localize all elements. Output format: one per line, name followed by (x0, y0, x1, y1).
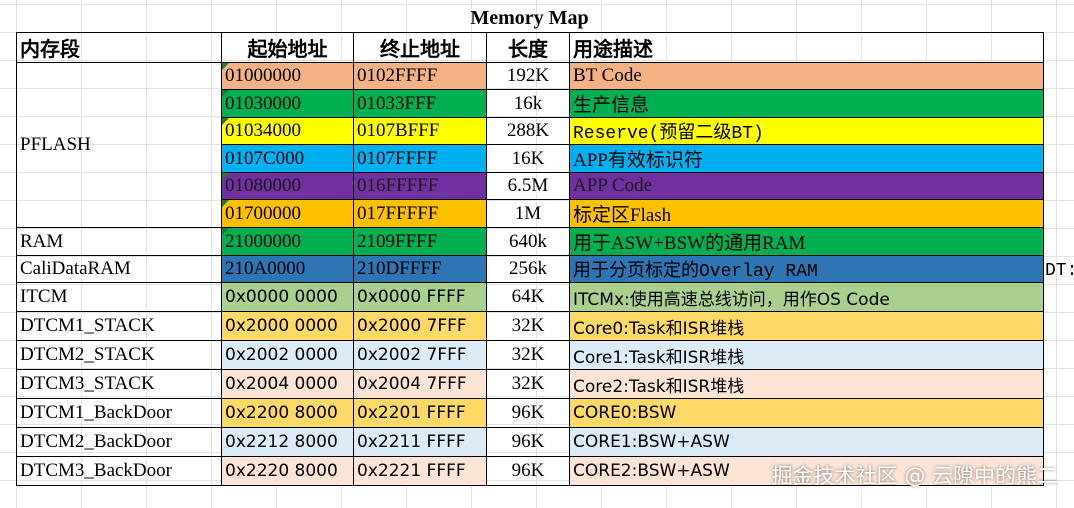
segment-cell[interactable]: DTCM2_STACK (16, 340, 222, 370)
length-cell[interactable]: 256k (486, 255, 570, 283)
start-address-cell[interactable]: 0x0000 0000 (221, 282, 354, 312)
description-cell[interactable]: APP有效标识符 (569, 144, 1044, 173)
description-cell[interactable]: CORE2:BSW+ASW (569, 456, 1044, 486)
description-cell[interactable]: 用于ASW+BSW的通用RAM (569, 227, 1044, 256)
description-cell[interactable]: CORE1:BSW+ASW (569, 427, 1044, 457)
length-cell[interactable]: 32K (486, 311, 570, 341)
description-cell[interactable]: APP Code (569, 172, 1044, 200)
end-address-cell[interactable]: 0x0000 FFFF (353, 282, 487, 312)
start-address-cell[interactable]: 01080000 (221, 172, 354, 200)
segment-cell-pflash[interactable]: PFLASH (16, 62, 222, 228)
description-cell[interactable]: CORE0:BSW (569, 398, 1044, 428)
end-address-cell[interactable]: 0102FFFF (353, 62, 487, 90)
header-segment[interactable]: 内存段 (16, 32, 222, 63)
description-cell[interactable]: Core1:Task和ISR堆栈 (569, 340, 1044, 370)
table-row: 01034000 0107BFFF 288K Reserve(预留二级BT) (17, 117, 1044, 145)
length-cell[interactable]: 1M (486, 199, 570, 228)
start-address-cell[interactable]: 0x2200 8000 (221, 398, 354, 428)
segment-cell[interactable]: ITCM (16, 282, 222, 312)
segment-cell[interactable]: DTCM1_STACK (16, 311, 222, 341)
end-address-cell[interactable]: 0x2221 FFFF (353, 456, 487, 486)
description-cell[interactable]: Reserve(预留二级BT) (569, 117, 1044, 145)
spreadsheet: Memory Map 内存段 起始地址 终止地址 长度 用途描述 PFLASH … (16, 4, 1074, 508)
length-cell[interactable]: 32K (486, 340, 570, 370)
description-cell[interactable]: 标定区Flash (569, 199, 1044, 228)
description-cell[interactable]: 生产信息 (569, 89, 1044, 118)
header-end-address[interactable]: 终止地址 (353, 32, 487, 63)
description-cell[interactable]: Core2:Task和ISR堆栈 (569, 369, 1044, 399)
length-cell[interactable]: 640k (486, 227, 570, 256)
table-row: 01080000 016FFFFF 6.5M APP Code (17, 172, 1044, 200)
start-address-cell[interactable]: 01700000 (221, 199, 354, 228)
length-cell[interactable]: 96K (486, 398, 570, 428)
table-row: DTCM2_STACK 0x2002 0000 0x2002 7FFF 32K … (16, 340, 1044, 370)
segment-cell[interactable]: DTCM1_BackDoor (16, 398, 222, 428)
end-address-cell[interactable]: 01033FFF (353, 89, 487, 118)
segment-cell[interactable]: RAM (16, 227, 222, 256)
start-address-cell[interactable]: 0x2212 8000 (221, 427, 354, 457)
length-cell[interactable]: 192K (486, 62, 570, 90)
end-address-cell[interactable]: 0107BFFF (353, 117, 487, 145)
length-cell[interactable]: 16k (486, 89, 570, 118)
end-address-cell[interactable]: 210DFFFF (353, 255, 487, 283)
start-address-cell[interactable]: 0x2004 0000 (221, 369, 354, 399)
table-row: DTCM2_BackDoor 0x2212 8000 0x2211 FFFF 9… (16, 427, 1044, 457)
table-row: 01700000 017FFFFF 1M 标定区Flash (17, 199, 1044, 228)
start-address-cell[interactable]: 0x2002 0000 (221, 340, 354, 370)
end-address-cell[interactable]: 0x2002 7FFF (353, 340, 487, 370)
end-address-cell[interactable]: 0107FFFF (353, 144, 487, 173)
end-address-cell[interactable]: 016FFFFF (353, 172, 487, 200)
length-cell[interactable]: 32K (486, 369, 570, 399)
description-cell[interactable]: ITCMx:使用高速总线访问，用作OS Code (569, 282, 1044, 312)
end-address-cell[interactable]: 0x2211 FFFF (353, 427, 487, 457)
header-row: 内存段 起始地址 终止地址 长度 用途描述 (16, 32, 1044, 63)
table-row: ITCM 0x0000 0000 0x0000 FFFF 64K ITCMx:使… (16, 282, 1044, 312)
start-address-cell[interactable]: 0x2220 8000 (221, 456, 354, 486)
table-row: 0107C000 0107FFFF 16K APP有效标识符 (17, 144, 1044, 173)
segment-cell[interactable]: DTCM3_STACK (16, 369, 222, 399)
end-address-cell[interactable]: 0x2201 FFFF (353, 398, 487, 428)
segment-cell[interactable]: DTCM2_BackDoor (16, 427, 222, 457)
length-cell[interactable]: 64K (486, 282, 570, 312)
memory-map-table: 内存段 起始地址 终止地址 长度 用途描述 PFLASH 01000000 01… (16, 32, 1044, 486)
segment-cell[interactable]: CaliDataRAM (16, 255, 222, 283)
header-description[interactable]: 用途描述 (569, 32, 1044, 63)
table-row: DTCM3_STACK 0x2004 0000 0x2004 7FFF 32K … (16, 369, 1044, 399)
table-title: Memory Map (470, 7, 589, 29)
header-length[interactable]: 长度 (486, 32, 570, 63)
table-row: DTCM1_BackDoor 0x2200 8000 0x2201 FFFF 9… (16, 398, 1044, 428)
length-cell[interactable]: 16K (486, 144, 570, 173)
length-cell[interactable]: 96K (486, 427, 570, 457)
header-start-address[interactable]: 起始地址 (221, 32, 354, 63)
table-row: DTCM3_BackDoor 0x2220 8000 0x2221 FFFF 9… (16, 456, 1044, 486)
watermark: 掘金技术社区 @ 云隙中的熊二 (771, 464, 1058, 488)
start-address-cell[interactable]: 0x2000 0000 (221, 311, 354, 341)
length-cell[interactable]: 288K (486, 117, 570, 145)
start-address-cell[interactable]: 01034000 (221, 117, 354, 145)
overflow-cell-text: DT: (1045, 261, 1074, 281)
length-cell[interactable]: 6.5M (486, 172, 570, 200)
start-address-cell[interactable]: 210A0000 (221, 255, 354, 283)
description-cell[interactable]: Core0:Task和ISR堆栈 (569, 311, 1044, 341)
start-address-cell[interactable]: 21000000 (221, 227, 354, 256)
table-row: 01030000 01033FFF 16k 生产信息 (17, 89, 1044, 118)
description-cell[interactable]: 用于分页标定的Overlay RAM (569, 255, 1044, 283)
segment-cell[interactable]: DTCM3_BackDoor (16, 456, 222, 486)
end-address-cell[interactable]: 0x2000 7FFF (353, 311, 487, 341)
description-cell[interactable]: BT Code (569, 62, 1044, 90)
table-row: CaliDataRAM 210A0000 210DFFFF 256k 用于分页标… (16, 255, 1044, 283)
end-address-cell[interactable]: 017FFFFF (353, 199, 487, 228)
end-address-cell[interactable]: 2109FFFF (353, 227, 487, 256)
start-address-cell[interactable]: 01030000 (221, 89, 354, 118)
end-address-cell[interactable]: 0x2004 7FFF (353, 369, 487, 399)
start-address-cell[interactable]: 01000000 (221, 62, 354, 90)
table-row: PFLASH 01000000 0102FFFF 192K BT Code (16, 62, 1044, 228)
length-cell[interactable]: 96K (486, 456, 570, 486)
table-row: DTCM1_STACK 0x2000 0000 0x2000 7FFF 32K … (16, 311, 1044, 341)
table-row: RAM 21000000 2109FFFF 640k 用于ASW+BSW的通用R… (16, 227, 1044, 256)
start-address-cell[interactable]: 0107C000 (221, 144, 354, 173)
